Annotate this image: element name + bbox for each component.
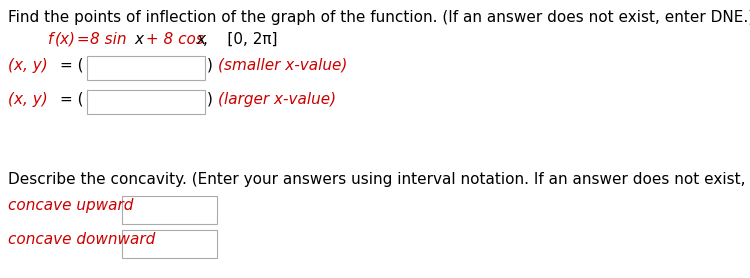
Text: concave upward: concave upward [8,198,134,213]
Text: (x): (x) [55,32,76,47]
Text: 8 sin: 8 sin [90,32,131,47]
Text: + 8 cos: + 8 cos [141,32,208,47]
Text: f: f [48,32,53,47]
Text: =: = [72,32,94,47]
Text: concave downward: concave downward [8,232,155,247]
Text: Find the points of inflection of the graph of the function. (If an answer does n: Find the points of inflection of the gra… [8,10,750,25]
Text: ): ) [207,92,213,107]
Text: ): ) [207,58,213,73]
Text: (x, y): (x, y) [8,58,48,73]
Text: (x, y): (x, y) [8,92,48,107]
Text: = (: = ( [60,92,83,107]
Text: (larger x-value): (larger x-value) [218,92,336,107]
Text: Describe the concavity. (Enter your answers using interval notation. If an answe: Describe the concavity. (Enter your answ… [8,172,750,187]
Text: = (: = ( [60,58,83,73]
Text: x: x [196,32,205,47]
Text: ,    [0, 2π]: , [0, 2π] [203,32,278,47]
Text: (smaller x-value): (smaller x-value) [218,58,347,73]
Text: x: x [134,32,143,47]
